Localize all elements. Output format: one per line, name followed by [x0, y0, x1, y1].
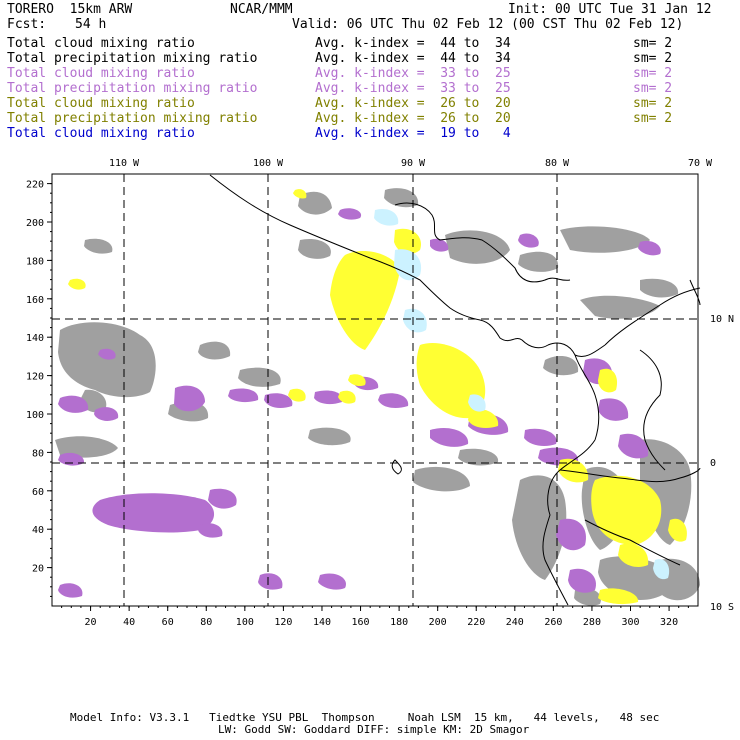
model-info-line2: LW: Godd SW: Goddard DIFF: simple KM: 2D…	[218, 723, 530, 736]
legend-row: Total precipitation mixing ratio Avg. k-…	[7, 51, 727, 66]
legend-row: Total cloud mixing ratio Avg. k-index = …	[7, 96, 727, 111]
y-tick-label: 180	[26, 256, 44, 267]
legend-row: Total precipitation mixing ratio Avg. k-…	[7, 111, 727, 126]
longitude-label: 80 W	[545, 158, 570, 169]
valid-time: Valid: 06 UTC Thu 02 Feb 12 (00 CST Thu …	[292, 17, 684, 32]
y-tick-label: 60	[32, 487, 44, 498]
org-label: NCAR/MMM	[230, 2, 293, 17]
x-tick-label: 120	[274, 617, 292, 628]
field-smoothing: sm= 2	[633, 51, 673, 66]
x-tick-label: 240	[506, 617, 524, 628]
x-tick-label: 300	[621, 617, 639, 628]
y-tick-label: 160	[26, 295, 44, 306]
longitude-label: 90 W	[401, 158, 426, 169]
map-frame	[51, 173, 699, 607]
field-name: Total cloud mixing ratio	[7, 66, 195, 81]
x-tick-label: 80	[200, 617, 212, 628]
latitude-label: 10 N	[710, 314, 734, 325]
axis-ticks: 110 W 100 W 90 W 80 W 70 W 10 N 0 10 S 20 40 60 80 1…	[26, 158, 734, 628]
gray-cloud-areas	[55, 188, 700, 606]
y-tick-label: 100	[26, 410, 44, 421]
longitude-label: 100 W	[253, 158, 284, 169]
x-tick-label: 160	[352, 617, 370, 628]
field-smoothing: sm= 2	[633, 81, 673, 96]
map-border	[51, 173, 699, 607]
y-tick-label: 140	[26, 333, 44, 344]
y-tick-label: 200	[26, 218, 44, 229]
x-tick-label: 20	[85, 617, 97, 628]
forecast-hour: 54 h	[75, 17, 107, 32]
field-kindex: Avg. k-index = 26 to 20	[315, 111, 511, 126]
cloud-fields	[55, 188, 700, 606]
field-name: Total precipitation mixing ratio	[7, 51, 258, 66]
cyan-cloud-areas	[374, 208, 670, 580]
legend-row: Total cloud mixing ratio Avg. k-index = …	[7, 66, 727, 81]
field-smoothing: sm= 2	[633, 96, 673, 111]
field-smoothing: sm= 2	[633, 36, 673, 51]
longitude-label: 110 W	[109, 158, 140, 169]
y-tick-label: 220	[26, 180, 44, 191]
field-kindex: Avg. k-index = 19 to 4	[315, 126, 511, 141]
legend-row: Total precipitation mixing ratio Avg. k-…	[7, 81, 727, 96]
x-tick-label: 220	[467, 617, 485, 628]
legend-row: Total cloud mixing ratio Avg. k-index = …	[7, 126, 727, 141]
x-tick-label: 100	[236, 617, 254, 628]
x-tick-label: 40	[123, 617, 135, 628]
x-tick-label: 320	[660, 617, 678, 628]
yellow-cloud-areas	[68, 189, 687, 605]
x-tick-label: 260	[544, 617, 562, 628]
forecast-label: Fcst:	[7, 17, 47, 32]
init-time: Init: 00 UTC Tue 31 Jan 12	[508, 2, 712, 17]
field-name: Total precipitation mixing ratio	[7, 111, 258, 126]
field-kindex: Avg. k-index = 33 to 25	[315, 66, 511, 81]
y-tick-label: 40	[32, 525, 44, 536]
field-name: Total cloud mixing ratio	[7, 96, 195, 111]
x-tick-label: 180	[390, 617, 408, 628]
field-name: Total cloud mixing ratio	[7, 36, 195, 51]
model-title: TORERO 15km ARW	[7, 2, 133, 17]
field-kindex: Avg. k-index = 33 to 25	[315, 81, 511, 96]
field-name: Total cloud mixing ratio	[7, 126, 195, 141]
x-tick-label: 60	[162, 617, 174, 628]
y-tick-label: 120	[26, 372, 44, 383]
field-name: Total precipitation mixing ratio	[7, 81, 258, 96]
x-tick-label: 140	[313, 617, 331, 628]
field-kindex: Avg. k-index = 44 to 34	[315, 36, 511, 51]
legend-row: Total cloud mixing ratio Avg. k-index = …	[7, 36, 727, 51]
field-kindex: Avg. k-index = 26 to 20	[315, 96, 511, 111]
coastlines	[209, 174, 701, 606]
field-smoothing: sm= 2	[633, 111, 673, 126]
latitude-label: 10 S	[710, 602, 734, 613]
x-tick-label: 280	[583, 617, 601, 628]
y-tick-label: 80	[32, 448, 44, 459]
field-kindex: Avg. k-index = 44 to 34	[315, 51, 511, 66]
latitude-label: 0	[710, 458, 716, 469]
lat-lon-grid	[52, 174, 698, 606]
y-tick-label: 20	[32, 564, 44, 575]
model-info-line1: Model Info: V3.3.1 Tiedtke YSU PBL Thomp…	[70, 711, 660, 724]
field-smoothing: sm= 2	[633, 66, 673, 81]
longitude-label: 70 W	[688, 158, 713, 169]
x-tick-label: 200	[429, 617, 447, 628]
